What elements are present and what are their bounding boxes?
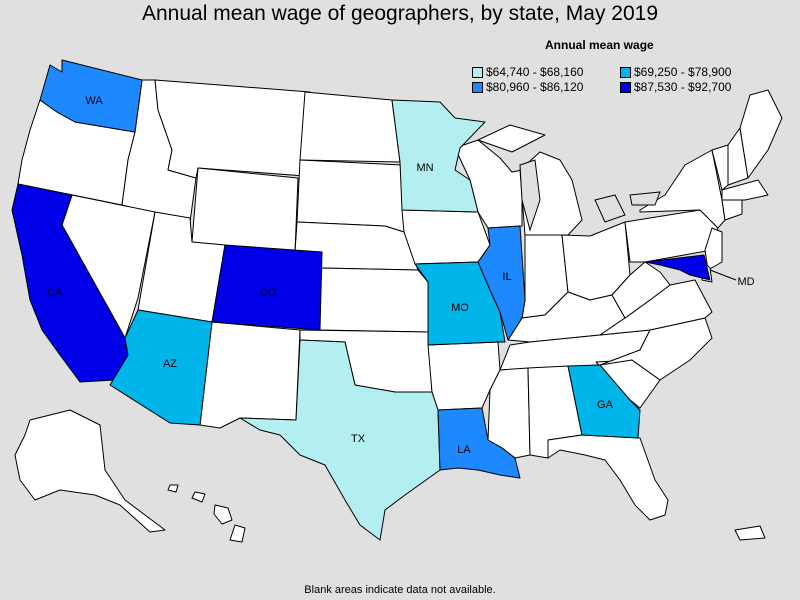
territory-PR[interactable] [734, 525, 766, 541]
state-label-CO: CO [260, 287, 277, 299]
state-ND[interactable] [299, 91, 401, 163]
state-label-MN: MN [416, 162, 433, 174]
state-label-TX: TX [351, 433, 366, 445]
data-states [11, 59, 711, 541]
legend-label: $64,740 - $68,160 [486, 65, 584, 79]
map-title: Annual mean wage of geographers, by stat… [142, 2, 658, 25]
state-NC[interactable] [599, 317, 713, 381]
state-label-GA: GA [597, 399, 614, 411]
state-MA[interactable] [721, 179, 769, 201]
state-MT[interactable] [154, 79, 311, 179]
legend-label: $80,960 - $86,120 [486, 80, 584, 94]
state-KS[interactable] [317, 267, 429, 333]
state-label-MO: MO [451, 302, 469, 314]
state-WA[interactable] [39, 59, 143, 133]
state-label-IL: IL [502, 271, 511, 283]
state-SD[interactable] [296, 159, 405, 233]
legend-swatch [620, 81, 631, 93]
state-ME[interactable] [739, 89, 783, 179]
state-label-MD: MD [737, 276, 754, 288]
state-CO[interactable] [211, 244, 323, 331]
legend-label: $69,250 - $78,900 [634, 65, 732, 79]
md-leader-line [709, 269, 737, 281]
legend-item-bin-3: $80,960 - $86,120 [472, 80, 583, 94]
state-PA[interactable] [624, 209, 719, 263]
state-label-LA: LA [457, 444, 471, 456]
blank-states [14, 79, 783, 543]
legend-swatch [472, 81, 483, 93]
state-IL[interactable] [477, 225, 526, 341]
legend-label: $87,530 - $92,700 [634, 80, 732, 94]
state-MD[interactable] [644, 254, 711, 281]
state-WY[interactable] [191, 167, 299, 253]
state-FL[interactable] [547, 434, 669, 521]
state-label-WA: WA [85, 95, 103, 107]
footnote: Blank areas indicate data not available. [304, 584, 496, 596]
state-CT[interactable] [721, 199, 743, 221]
legend-item-bin-2: $69,250 - $78,900 [620, 65, 731, 79]
legend-title: Annual mean wage [545, 38, 654, 52]
state-NJ[interactable] [704, 227, 723, 271]
great-lakes [519, 159, 661, 232]
legend-item-bin-1: $64,740 - $68,160 [472, 65, 583, 79]
state-IA[interactable] [401, 209, 491, 265]
state-NM[interactable] [199, 321, 301, 429]
legend-swatch [472, 66, 483, 78]
state-label-AZ: AZ [163, 358, 177, 370]
state-label-CA: CA [47, 287, 63, 299]
state-labels: WA CA CO MD AZ MO GA MN TX IL LA [47, 95, 754, 456]
state-GA[interactable] [567, 364, 641, 439]
state-AZ[interactable] [109, 309, 213, 426]
legend-swatch [620, 66, 631, 78]
state-HI[interactable] [167, 484, 246, 543]
state-AK[interactable] [14, 409, 166, 533]
state-LA[interactable] [437, 407, 521, 479]
legend-item-bin-4: $87,530 - $92,700 [620, 80, 731, 94]
state-CA[interactable] [11, 183, 129, 383]
state-WV[interactable] [611, 261, 671, 319]
state-TX[interactable] [239, 339, 441, 541]
state-MN[interactable] [391, 99, 486, 213]
